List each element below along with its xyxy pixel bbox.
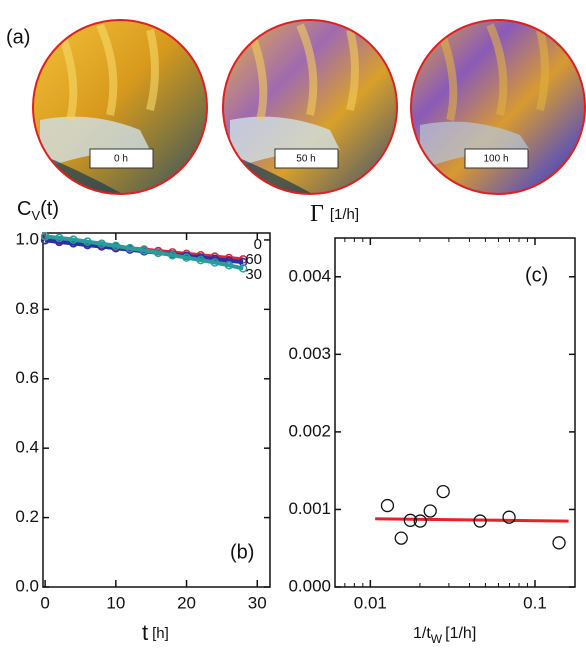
y-axis-title: Γ [1/h] [310,201,359,227]
y-tick-label: 0.003 [288,344,331,363]
data-point [83,237,92,246]
panel-label: (b) [230,541,254,563]
micrograph [223,20,397,194]
data-point [238,264,248,273]
data-point [238,257,248,267]
data-point [394,531,408,545]
series-label: 60 [245,251,262,268]
data-point [238,255,248,264]
x-axis-title: t [h] [142,620,169,645]
image-caption: 100 h [483,154,508,165]
image-caption: 50 h [296,154,315,165]
image-caption: 0 h [114,154,128,165]
series-label: 30 [245,266,262,283]
y-tick-label: 0.4 [15,438,39,457]
series-label: 0 [254,236,262,253]
data-point [40,232,50,241]
data-point [55,233,64,243]
x-tick-label: 30 [248,593,267,612]
data-point [154,248,163,258]
data-point [552,536,566,550]
y-tick-label: 1.0 [15,229,39,248]
data-point [69,235,78,244]
y-tick-label: 0.004 [288,266,331,285]
x-tick-label: 0.1 [523,593,547,612]
data-point [139,246,149,255]
x-tick-label: 0.01 [354,593,387,612]
data-point [423,504,437,518]
y-tick-label: 0.001 [288,499,331,518]
plot-frame [42,232,271,588]
x-axis-title: 1/tW [1/h] [413,625,476,646]
data-point [111,241,121,251]
y-axis-title: CV(t) [17,198,59,223]
data-point [436,484,450,499]
series-line [44,234,244,271]
fit-line [375,517,569,523]
y-tick-label: 0.6 [15,368,39,387]
y-tick-label: 0.8 [15,299,39,318]
micrograph [33,20,207,194]
y-tick-label: 0.2 [15,507,39,526]
data-point [182,253,191,262]
micrograph [411,20,585,194]
data-point [210,258,220,267]
x-tick-label: 0 [40,593,49,612]
data-point [125,244,135,253]
data-point [196,255,205,265]
data-point [168,250,177,260]
x-tick-label: 10 [106,593,125,612]
y-tick-label: 0.000 [288,576,331,595]
data-point [502,510,516,524]
y-tick-label: 0.002 [288,421,331,440]
y-tick-label: 0.0 [15,576,39,595]
micrographs [32,19,586,195]
data-point [380,498,395,513]
data-point [224,261,234,270]
data-point [97,239,106,249]
panel-label: (c) [525,264,548,286]
data-point [413,514,427,528]
data-point [473,514,487,528]
data-point [403,513,418,527]
x-tick-label: 20 [177,593,196,612]
plot-frame [334,237,576,588]
panel-label: (a) [6,26,30,48]
